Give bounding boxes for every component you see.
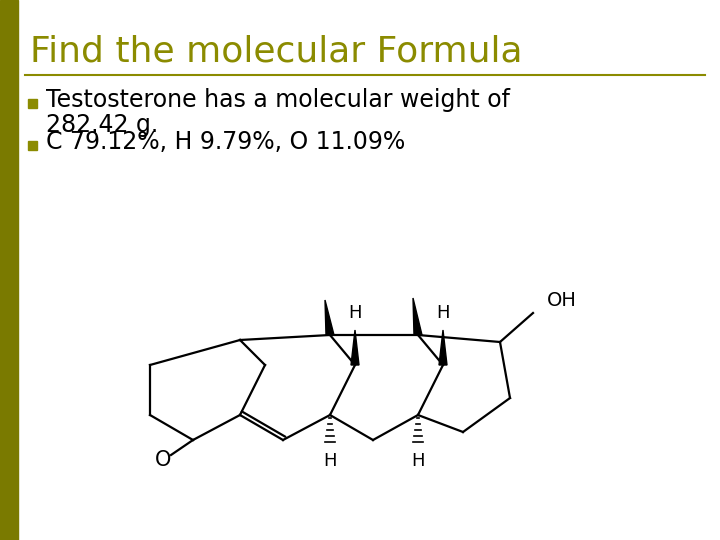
Polygon shape: [413, 298, 422, 335]
Text: H: H: [411, 452, 425, 470]
Text: C 79.12%, H 9.79%, O 11.09%: C 79.12%, H 9.79%, O 11.09%: [46, 130, 405, 154]
Polygon shape: [439, 330, 447, 365]
Bar: [28, 141, 37, 150]
Text: 282.42 g.: 282.42 g.: [46, 113, 158, 137]
Text: H: H: [348, 304, 361, 322]
Text: H: H: [323, 452, 337, 470]
Text: Find the molecular Formula: Find the molecular Formula: [30, 35, 523, 69]
Text: OH: OH: [547, 292, 577, 310]
Bar: [28, 99, 37, 108]
Bar: [0, 0, 18, 540]
Text: Testosterone has a molecular weight of: Testosterone has a molecular weight of: [46, 88, 510, 112]
Text: H: H: [436, 304, 450, 322]
Polygon shape: [325, 300, 334, 335]
Polygon shape: [351, 330, 359, 365]
Text: O: O: [155, 450, 171, 470]
